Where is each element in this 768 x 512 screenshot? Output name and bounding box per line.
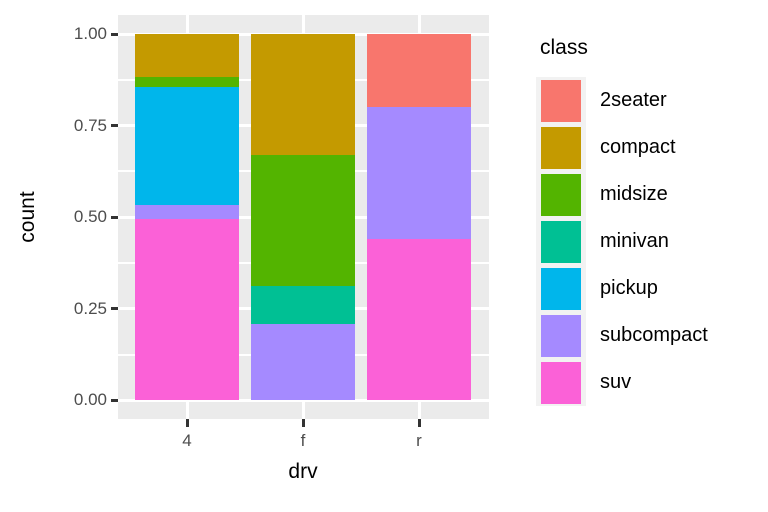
- bar-r: [367, 34, 471, 401]
- y-tick-label: 0.50: [73, 207, 107, 227]
- y-tick-label: 0.00: [73, 390, 107, 410]
- legend-color-swatch: [541, 173, 581, 216]
- legend-key: [536, 124, 586, 171]
- legend-key: [536, 77, 586, 124]
- bar-segment-midsize: [135, 76, 239, 88]
- bar-segment-minivan: [251, 286, 355, 325]
- y-tick-mark: [111, 124, 118, 128]
- bar-segment-suv: [367, 239, 471, 401]
- legend-label: compact: [600, 136, 676, 158]
- legend-label: minivan: [600, 230, 669, 252]
- legend-label: 2seater: [600, 89, 667, 111]
- y-tick-label: 1.00: [73, 24, 107, 43]
- bar-segment-subcompact: [251, 324, 355, 401]
- bar-segment-pickup: [135, 87, 239, 205]
- legend-entry-midsize: midsize: [536, 171, 708, 218]
- legend-key: [536, 218, 586, 265]
- legend-color-swatch: [541, 79, 581, 122]
- y-tick-label: 0.25: [73, 298, 107, 318]
- bar-f: [251, 34, 355, 401]
- legend-color-swatch: [541, 361, 581, 404]
- x-tick-mark: [417, 419, 421, 427]
- legend-label: suv: [600, 371, 632, 393]
- legend-label: subcompact: [600, 324, 708, 346]
- legend-label: pickup: [600, 277, 658, 299]
- bar-4: [135, 34, 239, 401]
- x-tick-mark: [185, 419, 189, 427]
- legend-key: [536, 265, 586, 312]
- legend-title: class: [540, 36, 588, 59]
- legend-color-swatch: [541, 314, 581, 357]
- legend-key: [536, 312, 586, 359]
- y-tick-mark: [111, 32, 118, 36]
- bar-segment-2seater: [367, 34, 471, 108]
- bar-segment-midsize: [251, 154, 355, 287]
- x-axis-title: drv: [288, 460, 318, 483]
- legend-entries: 2seater compact midsize minivan pickup subcom…: [536, 77, 708, 406]
- legend-color-swatch: [541, 126, 581, 169]
- legend: class 2seater compact midsize minivan pickup…: [536, 36, 708, 406]
- legend-entry-subcompact: subcompact: [536, 312, 708, 359]
- legend-entry-compact: compact: [536, 124, 708, 171]
- legend-color-swatch: [541, 267, 581, 310]
- y-tick-label: 0.75: [73, 115, 107, 135]
- legend-entry-pickup: pickup: [536, 265, 708, 312]
- legend-key: [536, 359, 586, 406]
- x-tick-mark: [301, 419, 305, 427]
- x-tick-label: r: [416, 431, 422, 450]
- legend-entry-minivan: minivan: [536, 218, 708, 265]
- plot-panel: [118, 15, 489, 419]
- bar-segment-compact: [251, 34, 355, 155]
- x-tick-label: 4: [182, 431, 192, 450]
- bar-segment-subcompact: [367, 107, 471, 240]
- legend-color-swatch: [541, 220, 581, 263]
- bar-segment-compact: [135, 34, 239, 77]
- legend-entry-suv: suv: [536, 359, 708, 406]
- bar-segment-subcompact: [135, 204, 239, 219]
- x-tick-label: f: [300, 431, 306, 450]
- bar-segment-suv: [135, 218, 239, 401]
- legend-label: midsize: [600, 183, 668, 205]
- y-tick-mark: [111, 307, 118, 311]
- legend-entry-2seater: 2seater: [536, 77, 708, 124]
- y-tick-mark: [111, 398, 118, 402]
- y-tick-mark: [111, 215, 118, 219]
- legend-key: [536, 171, 586, 218]
- major-gridline: [118, 398, 489, 402]
